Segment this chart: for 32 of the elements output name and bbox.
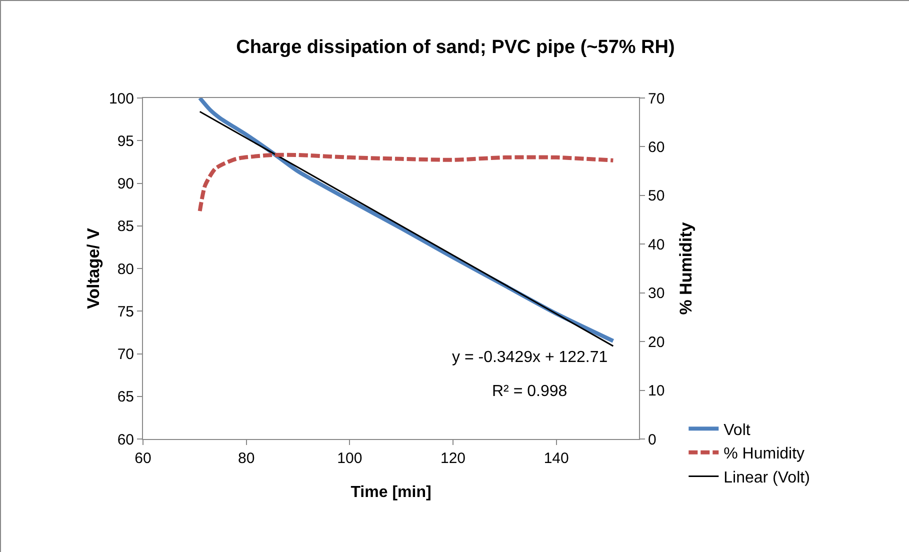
y-tick-label: 65	[117, 388, 134, 406]
annotation: R² = 0.998	[492, 383, 568, 400]
y-tick-label: 90	[117, 176, 134, 192]
x-tick-label: 80	[238, 450, 255, 467]
legend-label: % Humidity	[724, 446, 805, 463]
y2-tick-label: 30	[648, 285, 665, 302]
x-tick-label: 60	[134, 450, 152, 467]
y2-tick-label: 20	[648, 334, 665, 351]
y-tick-label: 75	[117, 303, 134, 320]
y-tick-label: 85	[117, 218, 134, 236]
y-tick-label: 95	[117, 132, 134, 150]
x-tick-label: 140	[544, 450, 569, 467]
y2-tick-label: 60	[648, 138, 665, 156]
y-tick-label: 100	[108, 90, 134, 108]
x-axis-title: Time [min]	[350, 484, 432, 501]
x-tick-label: 120	[440, 450, 466, 467]
legend-label: Volt	[724, 422, 751, 439]
y2-tick-label: 70	[648, 90, 665, 108]
y-tick-label: 70	[117, 346, 134, 363]
y2-tick-label: 50	[648, 188, 665, 205]
y2-tick-label: 10	[648, 382, 665, 400]
y2-tick-label: 40	[648, 236, 665, 254]
line-series	[198, 152, 616, 214]
y-tick-label: 60	[117, 431, 134, 448]
y2-axis-title: % Humidity	[676, 222, 696, 315]
y-axis-title: Voltage/ V	[84, 227, 103, 309]
y-tick-label: 80	[117, 260, 134, 278]
x-tick-label: 100	[337, 450, 362, 467]
y2-tick-label: 0	[648, 431, 656, 448]
annotation: y = -0.3429x + 122.71	[452, 349, 608, 366]
chart-title: Charge dissipation of sand; PVC pipe (~57% RH)	[236, 36, 675, 58]
legend-label: Linear (Volt)	[724, 469, 810, 486]
